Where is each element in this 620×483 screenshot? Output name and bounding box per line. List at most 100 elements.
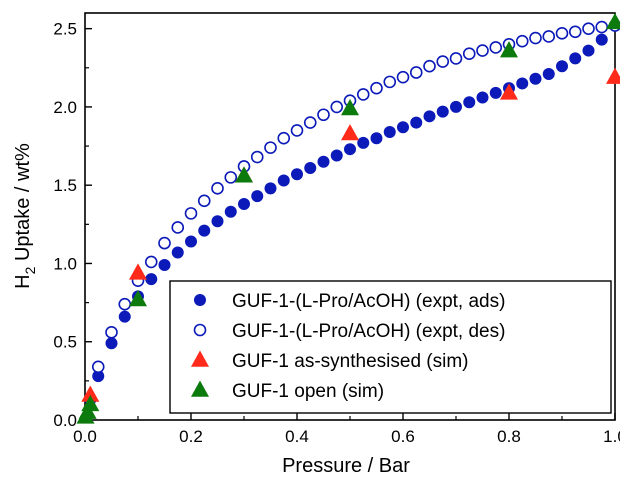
data-point (489, 41, 503, 54)
data-point (145, 273, 158, 286)
data-point (211, 182, 224, 195)
data-point (436, 105, 449, 118)
data-point (317, 108, 330, 122)
series-4 (76, 12, 620, 424)
data-point (330, 100, 344, 114)
data-point (449, 52, 463, 65)
data-point (118, 297, 132, 311)
legend-item: GUF-1 as-synthesised (sim) (191, 350, 469, 372)
data-point (500, 41, 518, 58)
y-axis: 0.0 0.5 1.0 1.5 2.0 2.5 (53, 20, 92, 430)
data-point (397, 121, 409, 134)
data-point (344, 143, 356, 156)
data-point (129, 263, 147, 280)
x-axis-label: Pressure / Bar (282, 455, 410, 477)
data-point (529, 72, 542, 85)
data-point (341, 99, 359, 116)
data-point (129, 290, 147, 307)
legend-label: GUF-1 as-synthesised (sim) (232, 351, 469, 372)
plot-area: 0.0 0.2 0.4 0.6 0.8 1.0 0.0 0.5 1.0 1.5 2.0 2.5 (53, 12, 620, 446)
data-point (330, 149, 343, 162)
legend-item: GUF-1-(L-Pro/AcOH) (expt, des) (193, 321, 505, 342)
data-point (264, 182, 277, 195)
legend-marker (193, 323, 207, 337)
data-point (582, 22, 595, 35)
data-point (500, 83, 518, 100)
data-point (383, 75, 397, 89)
data-point (556, 60, 568, 73)
y-tick-label: 0.0 (53, 411, 77, 430)
data-point (224, 171, 238, 184)
data-point (515, 34, 529, 48)
legend-item: GUF-1 open (sim) (191, 380, 384, 402)
legend-label: GUF-1 open (sim) (232, 381, 384, 402)
data-point (529, 31, 542, 45)
legend-marker (191, 350, 209, 367)
data-point (409, 66, 423, 79)
legend: GUF-1-(L-Pro/AcOH) (expt, ads) GUF-1-(L-P… (169, 280, 612, 414)
data-point (158, 236, 171, 250)
data-point (197, 194, 211, 208)
data-point (211, 215, 224, 228)
data-point (304, 161, 317, 174)
data-point (542, 30, 556, 43)
data-point (224, 205, 237, 218)
y-axis-label-rest: Uptake / wt% (12, 143, 34, 267)
data-point (606, 67, 620, 84)
data-point (489, 86, 502, 99)
legend-box (169, 280, 612, 414)
data-point (463, 96, 476, 109)
y-axis-label-subscript: 2 (22, 266, 38, 274)
data-point (569, 52, 582, 65)
data-point (341, 124, 359, 141)
data-point (582, 44, 595, 57)
x-tick-label: 0.0 (73, 427, 97, 446)
data-point (171, 221, 185, 234)
data-point (423, 59, 436, 73)
y-tick-label: 1.0 (53, 254, 77, 273)
data-point (317, 155, 330, 168)
x-tick-label: 0.2 (179, 427, 203, 446)
y-tick-label: 2.5 (53, 20, 77, 39)
data-point (290, 124, 304, 137)
data-point (595, 20, 609, 34)
data-point (185, 235, 197, 248)
data-point (606, 12, 620, 30)
data-point (250, 150, 264, 164)
data-point (171, 246, 184, 259)
data-point (357, 136, 370, 149)
legend-marker (194, 294, 206, 306)
data-point (105, 337, 118, 350)
data-point (81, 394, 100, 412)
legend-label: GUF-1-(L-Pro/AcOH) (expt, des) (232, 321, 505, 342)
x-tick-label: 0.8 (497, 427, 521, 446)
data-point (92, 370, 105, 383)
data-marks (76, 12, 620, 424)
data-point (264, 141, 277, 154)
data-point (105, 326, 118, 339)
y-tick-label: 2.0 (53, 98, 77, 117)
data-point (370, 81, 383, 95)
data-point (184, 207, 198, 220)
legend-label: GUF-1-(L-Pro/AcOH) (expt, ads) (232, 291, 505, 312)
data-point (396, 70, 410, 84)
data-point (410, 116, 423, 129)
data-point (277, 174, 290, 187)
data-point (516, 77, 529, 90)
data-point (476, 91, 489, 104)
data-point (356, 88, 370, 101)
data-point (436, 55, 450, 68)
data-point (238, 197, 250, 210)
data-point (450, 100, 462, 113)
data-point (423, 110, 436, 123)
data-point (555, 27, 569, 40)
data-point (595, 33, 608, 46)
data-point (383, 125, 396, 138)
data-point (235, 166, 253, 183)
data-point (542, 68, 555, 81)
y-axis-label-h: H (12, 274, 34, 288)
x-tick-label: 0.6 (391, 427, 415, 446)
data-point (251, 190, 264, 203)
data-point (81, 385, 100, 402)
